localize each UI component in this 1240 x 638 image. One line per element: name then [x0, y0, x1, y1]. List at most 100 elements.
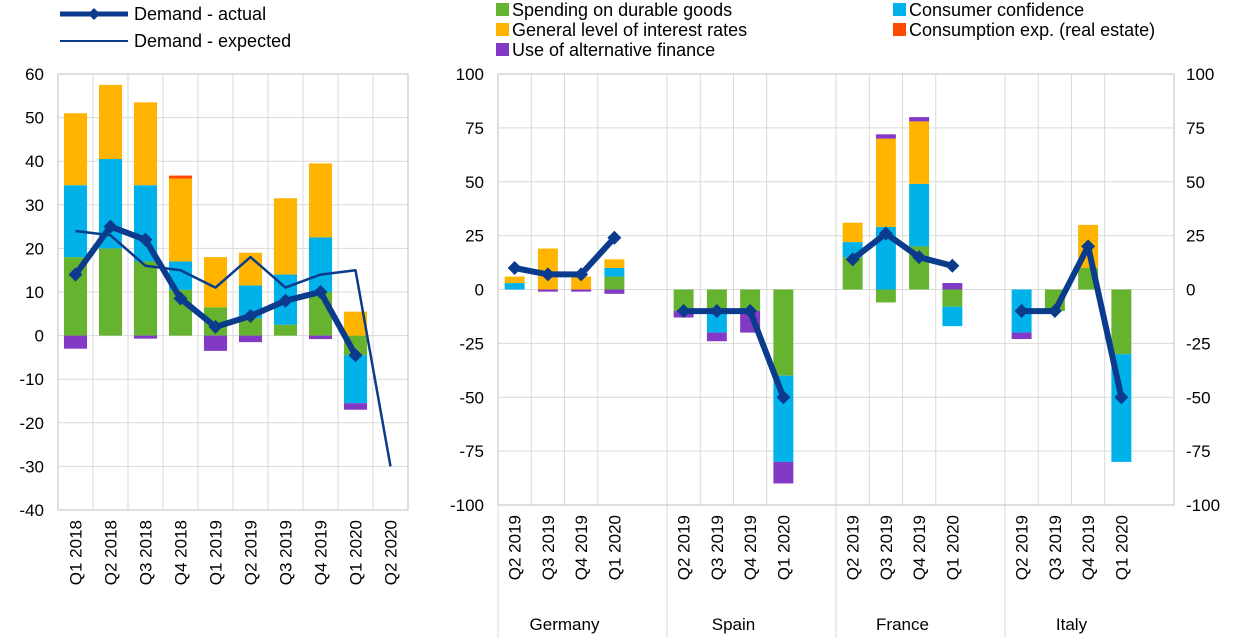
- right-y-tick-left-6: 50: [465, 173, 484, 192]
- right-x-tick-3-2: Q4 2019: [1079, 515, 1098, 580]
- left-bar-1-durable: [98, 248, 123, 336]
- right-bar-11-durable: [942, 289, 963, 307]
- right-demand-actual-2-point-2: [912, 250, 927, 265]
- right-x-tick-1-2: Q4 2019: [741, 515, 760, 580]
- right-y-tick-right-0: -100: [1186, 496, 1220, 515]
- right-bar-7-durable: [773, 289, 794, 376]
- right-x-tick-1-3: Q1 2020: [774, 515, 793, 580]
- legend-item-demand-actual: Demand - actual: [60, 4, 266, 24]
- left-y-tick-7: 30: [25, 196, 44, 215]
- left-y-tick-3: -10: [19, 370, 44, 389]
- left-bar-7-interest: [308, 163, 333, 238]
- right-x-tick-0-0: Q2 2019: [506, 515, 525, 580]
- left-bar-2-durable: [133, 261, 158, 336]
- right-demand-actual-3-point-2: [1081, 239, 1096, 254]
- right-y-tick-left-5: 25: [465, 227, 484, 246]
- left-bar-0-alt_finance: [63, 335, 88, 349]
- right-group-label-0: Germany: [530, 615, 600, 634]
- right-x-tick-0-2: Q4 2019: [572, 515, 591, 580]
- right-demand-actual-1-point-3: [776, 390, 791, 405]
- legend-item-real-estate: Consumption exp. (real estate): [893, 20, 1155, 40]
- legend-label-durable: Spending on durable goods: [512, 0, 732, 20]
- right-demand-actual-0-point-2: [574, 267, 589, 282]
- left-x-tick-6: Q3 2019: [277, 520, 296, 585]
- right-bar-10-alt_finance: [909, 117, 930, 122]
- left-x-tick-2: Q3 2018: [137, 520, 156, 585]
- right-y-tick-left-4: 0: [475, 281, 484, 300]
- left-demand-actual-point-5: [243, 308, 258, 323]
- left-bar-8-alt_finance: [343, 403, 368, 410]
- left-bar-4-alt_finance: [203, 335, 228, 351]
- legend: Demand - actual Demand - expected Spendi…: [60, 0, 1155, 60]
- right-y-tick-left-0: -100: [450, 496, 484, 515]
- right-bar-0-confidence: [504, 283, 525, 290]
- right-bar-3-confidence: [604, 267, 625, 277]
- left-demand-actual-point-3: [173, 291, 188, 306]
- right-line-demand-actual-1: [683, 308, 787, 399]
- right-y-tick-left-3: -25: [459, 334, 484, 353]
- left-demand-actual-point-6: [278, 293, 293, 308]
- right-bar-8-interest: [842, 222, 863, 243]
- left-bar-2-alt_finance: [133, 335, 158, 339]
- right-y-tick-left-7: 75: [465, 119, 484, 138]
- left-bar-1-interest: [98, 84, 123, 160]
- right-bar-10-confidence: [909, 183, 930, 247]
- right-bar-15-durable: [1111, 289, 1132, 355]
- left-bar-5-durable: [238, 318, 263, 336]
- right-y-tick-left-2: -50: [459, 388, 484, 407]
- left-bar-2-interest: [133, 102, 158, 186]
- right-bar-6-durable: [740, 289, 761, 312]
- legend-item-durable: Spending on durable goods: [496, 0, 732, 20]
- legend-label-confidence: Consumer confidence: [909, 0, 1084, 20]
- right-y-tick-right-8: 100: [1186, 65, 1214, 84]
- right-panel: -100 -100 -75 -75 -50 -50 -25 -25 0 0 25 25 50 50 75 75…: [450, 65, 1220, 638]
- right-bar-3-alt_finance: [604, 289, 625, 294]
- right-plot-frame: [497, 73, 1175, 506]
- right-bar-3-interest: [604, 259, 625, 268]
- right-bar-10-interest: [909, 121, 930, 184]
- right-bar-2-alt_finance: [571, 289, 592, 292]
- left-bar-0-durable: [63, 257, 88, 336]
- left-x-tick-9: Q2 2020: [382, 520, 401, 585]
- left-bar-6-durable: [273, 324, 298, 336]
- right-y-tick-right-7: 75: [1186, 119, 1205, 138]
- right-line-demand-actual-3: [1021, 243, 1125, 398]
- right-bar-9-confidence: [875, 227, 896, 290]
- right-y-tick-right-4: 0: [1186, 281, 1195, 300]
- left-demand-actual-point-2: [138, 232, 153, 247]
- left-y-tick-2: -20: [19, 414, 44, 433]
- left-x-tick-8: Q1 2020: [347, 520, 366, 585]
- left-x-tick-1: Q2 2018: [102, 520, 121, 585]
- left-bar-0-confidence: [63, 185, 88, 258]
- left-demand-actual-point-4: [208, 319, 223, 334]
- right-demand-actual-0-point-3: [607, 230, 622, 245]
- right-demand-actual-2-point-3: [945, 258, 960, 273]
- legend-label-demand-expected: Demand - expected: [134, 31, 291, 51]
- right-bar-0-interest: [504, 276, 525, 284]
- right-group-label-3: Italy: [1056, 615, 1088, 634]
- left-x-tick-0: Q1 2018: [67, 520, 86, 585]
- right-demand-actual-3-point-3: [1114, 390, 1129, 405]
- left-bar-7-confidence: [308, 237, 333, 292]
- right-bar-3-durable: [604, 276, 625, 290]
- right-x-tick-3-1: Q3 2019: [1046, 515, 1065, 580]
- right-y-tick-left-8: 100: [456, 65, 484, 84]
- left-y-tick-6: 20: [25, 239, 44, 258]
- right-bar-2-interest: [571, 276, 592, 290]
- right-bar-5-durable: [706, 289, 727, 312]
- legend-item-interest: General level of interest rates: [496, 20, 747, 40]
- left-y-tick-4: 0: [35, 327, 44, 346]
- left-demand-actual-point-0: [68, 267, 83, 282]
- right-x-tick-0-3: Q1 2020: [605, 515, 624, 580]
- right-demand-actual-2-point-1: [878, 226, 893, 241]
- right-bar-4-durable: [673, 289, 694, 312]
- left-bar-4-interest: [203, 257, 228, 308]
- legend-label-real-estate: Consumption exp. (real estate): [909, 20, 1155, 40]
- left-x-tick-4: Q1 2019: [207, 520, 226, 585]
- left-x-tick-7: Q4 2019: [312, 520, 331, 585]
- right-bar-5-confidence: [706, 311, 727, 333]
- legend-label-interest: General level of interest rates: [512, 20, 747, 40]
- right-x-tick-2-0: Q2 2019: [844, 515, 863, 580]
- left-y-tick-10: 60: [25, 65, 44, 84]
